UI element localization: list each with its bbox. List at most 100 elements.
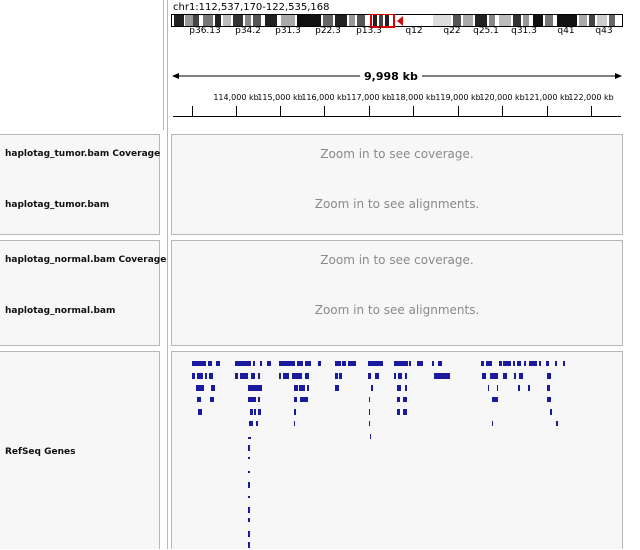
band-label: q41 [557, 26, 575, 36]
ruler-tick-label: 120,000 kb [479, 93, 525, 102]
ruler-tick [324, 106, 325, 116]
ideogram-band [499, 15, 511, 26]
gene-exon [369, 409, 370, 415]
gene-exon [294, 397, 297, 402]
gene-exon [438, 361, 442, 366]
ideogram-band [297, 15, 321, 26]
gene-exon [235, 373, 238, 379]
tumor-alignments-message: Zoom in to see alignments. [314, 197, 480, 211]
ideogram-band [349, 15, 355, 26]
gene-exon [394, 361, 408, 366]
band-label: q43 [595, 26, 613, 36]
ideogram-band [193, 15, 199, 26]
gene-exon [546, 361, 549, 366]
gene-exon [305, 361, 311, 366]
gene-exon [283, 373, 289, 379]
gene-exon [397, 409, 400, 415]
ideogram-band [357, 15, 365, 26]
gene-exon [335, 361, 341, 366]
ideogram-band [557, 15, 577, 26]
gene-exon [368, 373, 371, 379]
ideogram-band [253, 15, 261, 26]
ruler-baseline [173, 116, 621, 117]
gene-exon [198, 409, 202, 415]
track-label-normal-alignments[interactable]: haplotag_normal.bam [5, 306, 116, 316]
ideogram-band [185, 15, 193, 26]
gene-exon [405, 385, 407, 391]
data-panel-divider [167, 0, 168, 549]
refseq-gene-features[interactable] [172, 352, 622, 550]
gene-exon [529, 361, 537, 366]
track-label-tumor-coverage[interactable]: haplotag_tumor.bam Coverage [5, 149, 161, 159]
gene-exon [248, 457, 250, 459]
gene-exon [556, 421, 558, 426]
ideogram-band [489, 15, 495, 26]
band-label: p22.3 [315, 26, 341, 36]
gene-exon [555, 361, 557, 366]
gene-exon [369, 397, 370, 402]
gene-exon [196, 385, 204, 391]
gene-exon [394, 373, 396, 379]
ideogram-band [433, 15, 451, 26]
ideogram-band [523, 15, 529, 26]
gene-exon [248, 482, 250, 488]
gene-exon [354, 361, 356, 366]
gene-exon [503, 373, 507, 379]
ideogram-band [215, 15, 221, 26]
normal-coverage-message: Zoom in to see coverage. [320, 253, 474, 267]
gene-exon [294, 421, 295, 426]
normal-alignments-message: Zoom in to see alignments. [314, 303, 480, 317]
gene-exon [482, 373, 486, 379]
track-label-refseq[interactable]: RefSeq Genes [5, 447, 76, 457]
gene-exon [235, 361, 251, 366]
refseq-name-panel: RefSeq Genes [0, 351, 160, 549]
gene-exon [279, 361, 295, 366]
gene-exon [528, 385, 530, 391]
gene-exon [375, 373, 379, 379]
track-label-normal-coverage[interactable]: haplotag_normal.bam Coverage [5, 255, 167, 265]
gene-exon [432, 361, 434, 366]
band-label: p31.3 [275, 26, 301, 36]
ideogram-band [475, 15, 487, 26]
ideogram-band [281, 15, 295, 26]
chromosome-ideogram[interactable] [171, 14, 623, 28]
gene-exon [307, 385, 309, 391]
ideogram-band [609, 15, 615, 26]
gene-exon [248, 542, 250, 548]
ruler-tick [502, 106, 503, 116]
gene-exon [486, 361, 492, 366]
gene-exon [397, 397, 400, 402]
ruler-tick [547, 106, 548, 116]
gene-exon [547, 385, 550, 391]
gene-exon [368, 361, 372, 366]
tumor-data-panel[interactable]: Zoom in to see coverage. Zoom in to see … [171, 134, 623, 235]
gene-exon [417, 361, 423, 366]
gene-exon [348, 361, 354, 366]
gene-exon [539, 361, 541, 366]
gene-exon [248, 445, 250, 451]
ruler-tick-label: 118,000 kb [390, 93, 436, 102]
gene-exon [371, 361, 383, 366]
ideogram-band [265, 15, 277, 26]
gene-exon [370, 434, 371, 439]
ruler-tick-label: 116,000 kb [301, 93, 347, 102]
track-label-tumor-alignments[interactable]: haplotag_tumor.bam [5, 200, 110, 210]
ideogram-band [174, 15, 184, 26]
gene-exon [205, 373, 207, 379]
gene-exon [248, 437, 251, 439]
ruler-tick [280, 106, 281, 116]
gene-exon [192, 373, 195, 379]
gene-exon [339, 373, 342, 379]
gene-exon [547, 373, 551, 379]
gene-exon [258, 397, 260, 402]
ideogram-band [533, 15, 543, 26]
gene-exon [248, 385, 262, 391]
tumor-name-panel: haplotag_tumor.bam Coverage haplotag_tum… [0, 134, 160, 235]
gene-exon [481, 361, 484, 366]
gene-exon [216, 361, 220, 366]
gene-exon [403, 409, 407, 415]
normal-data-panel[interactable]: Zoom in to see coverage. Zoom in to see … [171, 240, 623, 346]
refseq-data-panel[interactable] [171, 351, 623, 549]
gene-exon [563, 361, 565, 366]
ruler-tick-label: 122,000 kb [568, 93, 614, 102]
